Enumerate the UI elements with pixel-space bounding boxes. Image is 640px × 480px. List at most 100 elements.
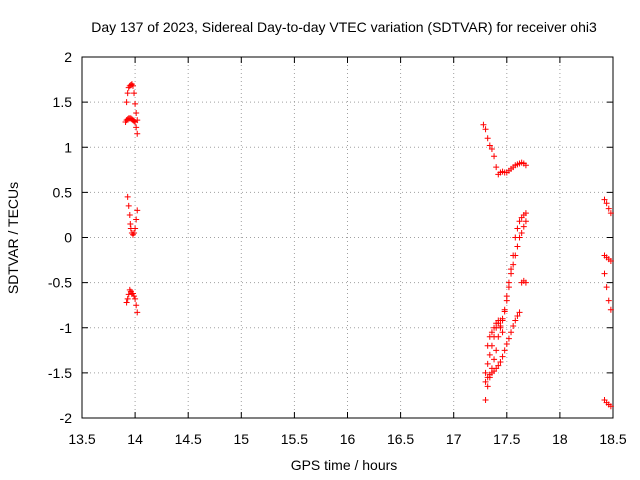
data-point: [605, 205, 612, 212]
series-arc-14-low: [123, 286, 141, 316]
series-arc-17-c: [482, 277, 529, 385]
data-point: [495, 362, 502, 369]
data-point: [482, 378, 489, 385]
data-point: [607, 210, 614, 217]
data-point: [486, 333, 493, 340]
data-point: [499, 353, 506, 360]
data-point: [484, 383, 491, 390]
data-point: [123, 99, 130, 106]
y-tick-labels: 2 1.5 1 0.5 0 -0.5 -1 -1.5 -2: [48, 49, 72, 426]
data-point: [516, 218, 523, 225]
data-point: [603, 284, 610, 291]
x-tick-label: 15.5: [281, 431, 308, 447]
grid-lines: [82, 57, 613, 418]
data-point: [605, 297, 612, 304]
data-point: [486, 351, 493, 358]
data-point: [510, 322, 517, 329]
series-arc-17-upper: [480, 121, 529, 178]
data-point: [495, 333, 502, 340]
data-point: [607, 403, 614, 410]
data-point: [124, 90, 131, 97]
data-point: [482, 126, 489, 133]
data-point: [484, 135, 491, 142]
data-point: [497, 359, 504, 366]
data-point: [133, 302, 140, 309]
data-point: [491, 324, 498, 331]
data-point: [607, 257, 614, 264]
x-tick-label: 18: [552, 431, 568, 447]
x-tick-label: 18.5: [599, 431, 626, 447]
data-point: [518, 229, 525, 236]
y-tick-label: 0.5: [53, 184, 73, 200]
data-point: [514, 225, 521, 232]
x-tick-label: 16.5: [387, 431, 414, 447]
data-point: [131, 118, 138, 125]
data-point: [503, 340, 510, 347]
data-point: [520, 223, 527, 230]
data-point: [132, 225, 139, 232]
data-point: [129, 82, 136, 89]
x-tick-label: 14: [127, 431, 143, 447]
data-point: [499, 329, 506, 336]
data-point: [133, 124, 140, 131]
data-point: [514, 243, 521, 250]
data-point: [601, 196, 608, 203]
data-point: [522, 210, 529, 217]
data-point: [126, 211, 133, 218]
y-tick-label: -2: [60, 410, 73, 426]
data-point: [482, 369, 489, 376]
data-point: [134, 130, 141, 137]
data-point: [132, 118, 139, 125]
data-point: [522, 162, 529, 169]
data-point: [480, 121, 487, 128]
data-point: [508, 270, 515, 277]
data-point: [603, 200, 610, 207]
data-point: [516, 234, 523, 241]
y-tick-label: -1: [60, 320, 73, 336]
data-point: [516, 309, 523, 316]
data-point: [505, 335, 512, 342]
data-point: [134, 309, 141, 316]
data-point: [482, 396, 489, 403]
data-point: [124, 295, 131, 302]
chart-title: Day 137 of 2023, Sidereal Day-to-day VTE…: [91, 19, 597, 35]
data-point: [131, 229, 138, 236]
data-point: [607, 306, 614, 313]
data-point: [514, 313, 521, 320]
series-arc-17-d: [484, 317, 506, 349]
data-point: [132, 295, 139, 302]
data-points: [122, 81, 614, 410]
y-axis-label: SDTVAR / TECUs: [5, 182, 21, 294]
data-point: [129, 290, 136, 297]
data-point: [505, 284, 512, 291]
data-point: [491, 356, 498, 363]
data-point: [510, 261, 517, 268]
data-point: [127, 220, 134, 227]
series-arc-14-mid: [124, 193, 141, 238]
data-point: [484, 360, 491, 367]
series-arc-18.5-b: [601, 252, 614, 264]
x-axis-label: GPS time / hours: [291, 457, 398, 473]
data-point: [522, 279, 529, 286]
x-tick-label: 13.5: [68, 431, 95, 447]
x-tick-label: 14.5: [175, 431, 202, 447]
data-point: [501, 308, 508, 315]
data-point: [488, 329, 495, 336]
series-arc-14-upper-b: [122, 115, 141, 137]
data-point: [508, 329, 515, 336]
data-point: [123, 299, 130, 306]
x-tick-label: 17.5: [493, 431, 520, 447]
y-tick-label: 1.5: [53, 94, 73, 110]
data-point: [522, 218, 529, 225]
data-point: [133, 109, 140, 116]
data-point: [512, 317, 519, 324]
y-tick-label: 2: [64, 49, 72, 65]
data-point: [493, 347, 500, 354]
data-point: [512, 252, 519, 259]
data-point: [501, 347, 508, 354]
data-point: [125, 202, 132, 209]
x-tick-labels: 13.5 14 14.5 15 15.5 16 16.5 17 17.5 18 18.5: [68, 431, 626, 447]
series-arc-18.5-a: [601, 196, 614, 217]
data-point: [134, 207, 141, 214]
